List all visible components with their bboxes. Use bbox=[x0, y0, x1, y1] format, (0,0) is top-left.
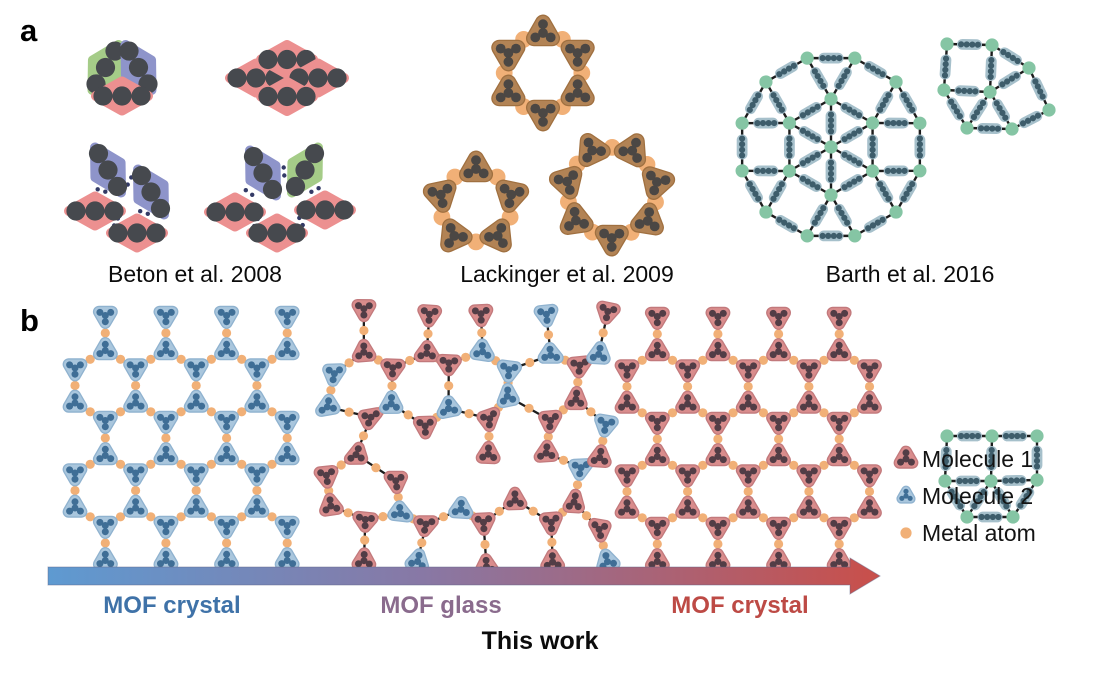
lackinger-rings bbox=[422, 14, 676, 257]
beton-motifs bbox=[64, 39, 356, 253]
legend-item-molecule-2: Molecule 2 bbox=[922, 483, 1034, 509]
stage-label-mof-crystal-right: MOF crystal bbox=[671, 592, 809, 619]
barth-networks bbox=[735, 37, 1056, 524]
legend-icons bbox=[893, 445, 919, 539]
molecule-2-icon bbox=[896, 485, 916, 504]
caption-barth: Barth et al. 2016 bbox=[825, 261, 995, 287]
stage-label-mof-glass: MOF glass bbox=[380, 592, 502, 619]
legend-item-molecule-1: Molecule 1 bbox=[922, 446, 1034, 472]
mof-crystal-molecule1-network bbox=[614, 306, 882, 572]
legend-item-metal-atom: Metal atom bbox=[922, 520, 1036, 546]
this-work-label: This work bbox=[481, 627, 599, 655]
panel-a-label: a bbox=[20, 13, 38, 48]
caption-beton: Beton et al. 2008 bbox=[108, 261, 282, 287]
caption-lackinger: Lackinger et al. 2009 bbox=[460, 261, 674, 287]
metal-atom-icon bbox=[900, 527, 912, 539]
molecule-1-icon bbox=[893, 445, 919, 469]
transition-arrow bbox=[47, 557, 881, 595]
mof-glass-network bbox=[313, 299, 621, 577]
panel-b-label: b bbox=[20, 303, 39, 338]
mof-crystal-molecule2-network bbox=[62, 305, 300, 571]
stage-label-mof-crystal-left: MOF crystal bbox=[103, 592, 241, 619]
